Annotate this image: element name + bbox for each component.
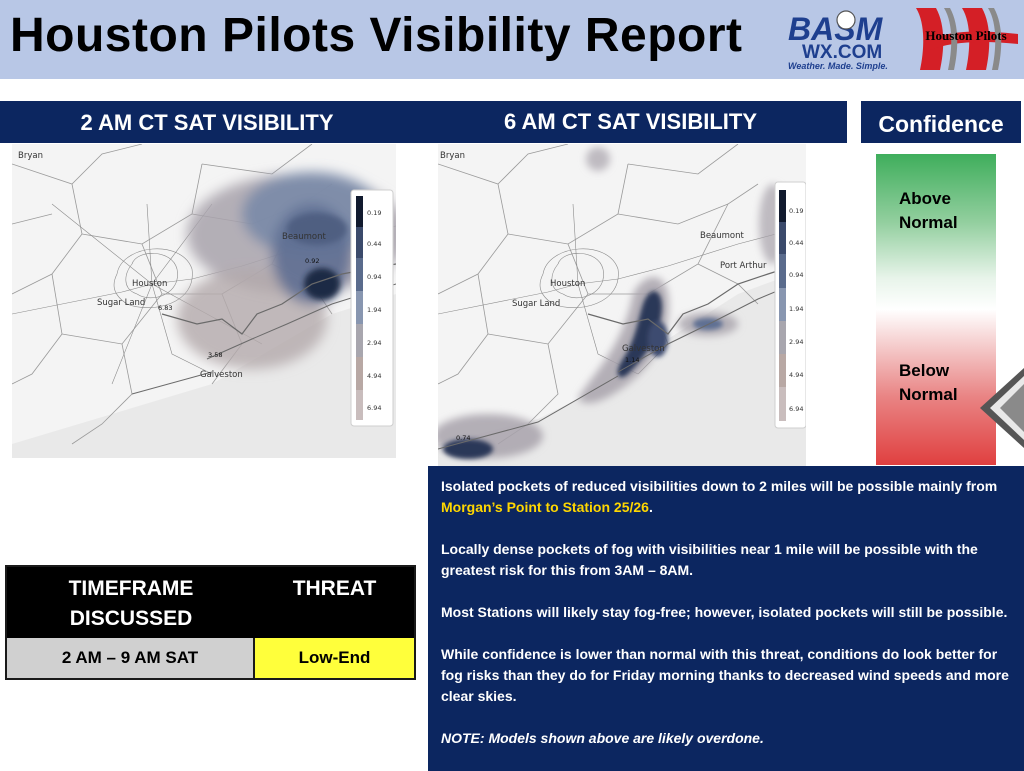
city-label: Bryan: [18, 151, 43, 161]
legend-tick: 4.94: [367, 372, 381, 380]
city-label: Galveston: [622, 344, 665, 354]
visibility-legend-2am: 0.19 0.44 0.94 1.94 2.94 4.94 6.94: [350, 189, 394, 427]
point-value-label: 0.74: [456, 434, 470, 442]
legend-swatch: [356, 258, 363, 291]
city-label: Port Arthur: [720, 261, 767, 271]
model-note: NOTE: Models shown above are likely over…: [441, 730, 764, 746]
city-label: Bryan: [440, 151, 465, 161]
legend-tick: 4.94: [789, 371, 803, 379]
legend-tick: 1.94: [789, 305, 803, 313]
legend-swatch: [356, 227, 363, 258]
legend-tick: 0.44: [789, 239, 803, 247]
confidence-title: Confidence: [861, 101, 1021, 143]
legend-swatch: [779, 190, 786, 222]
point-value-label: 0.92: [305, 257, 319, 265]
city-label: Beaumont: [282, 232, 327, 242]
map-6am-graphic: Bryan Houston Sugar Land Galveston Beaum…: [438, 144, 806, 466]
legend-swatch: [356, 390, 363, 420]
discussion-paragraph: Most Stations will likely stay fog-free;…: [441, 604, 1008, 620]
legend-tick: 0.19: [367, 209, 381, 217]
houston-pilots-logo: Houston Pilots: [916, 8, 1018, 70]
left-map-title: 2 AM CT SAT VISIBILITY: [0, 101, 414, 143]
legend-tick: 6.94: [367, 404, 381, 412]
page-title: Houston Pilots Visibility Report: [10, 9, 743, 62]
houston-pilots-logo-text: Houston Pilots: [925, 28, 1006, 43]
timeframe-header: TIMEFRAME DISCUSSED: [68, 577, 194, 630]
legend-swatch: [779, 321, 786, 354]
legend-tick: 0.19: [789, 207, 803, 215]
visibility-legend-6am: 0.19 0.44 0.94 1.94 2.94 4.94 6.94: [774, 181, 806, 429]
city-label: Galveston: [200, 370, 243, 380]
map-2am-graphic: Bryan Houston Sugar Land Galveston Beaum…: [12, 144, 396, 458]
legend-tick: 2.94: [789, 338, 803, 346]
header-bar: Houston Pilots Visibility Report BASM WX…: [0, 0, 1024, 79]
legend-tick: 0.94: [367, 273, 381, 281]
basm-logo-ball: [836, 10, 856, 30]
timeframe-value: 2 AM – 9 AM SAT: [7, 638, 255, 678]
threat-header: THREAT: [292, 577, 377, 600]
visibility-map-6am: Bryan Houston Sugar Land Galveston Beaum…: [438, 144, 806, 466]
threat-level-badge: Low-End: [255, 638, 414, 678]
legend-swatch: [779, 288, 786, 321]
discussion-paragraph: Locally dense pockets of fog with visibi…: [441, 541, 978, 578]
city-label: Beaumont: [700, 231, 745, 241]
legend-tick: 0.44: [367, 240, 381, 248]
visibility-map-2am: Bryan Houston Sugar Land Galveston Beaum…: [12, 144, 396, 458]
legend-tick: 2.94: [367, 339, 381, 347]
right-map-title: 6 AM CT SAT VISIBILITY: [414, 101, 847, 143]
confidence-above-label: Above Normal: [899, 189, 958, 232]
point-value-label: 6.83: [158, 304, 172, 312]
legend-swatch: [356, 357, 363, 390]
threat-table-header: TIMEFRAME DISCUSSED THREAT: [7, 567, 414, 638]
confidence-below-label: Below Normal: [899, 361, 958, 404]
legend-swatch: [356, 291, 363, 324]
forecast-discussion: Isolated pockets of reduced visibilities…: [428, 466, 1024, 771]
basm-logo-text: BASM: [788, 11, 884, 47]
point-value-label: 3.58: [208, 351, 222, 359]
legend-swatch: [356, 196, 363, 227]
basm-logo-tagline: Weather. Made. Simple.: [788, 61, 888, 71]
basm-logo-sub: WX.COM: [802, 42, 882, 63]
threat-table: TIMEFRAME DISCUSSED THREAT 2 AM – 9 AM S…: [5, 565, 416, 680]
legend-swatch: [779, 387, 786, 421]
discussion-paragraph: Isolated pockets of reduced visibilities…: [441, 478, 998, 515]
confidence-pointer-icon: [980, 368, 1024, 448]
city-label: Sugar Land: [512, 299, 560, 309]
legend-tick: 1.94: [367, 306, 381, 314]
legend-tick: 0.94: [789, 271, 803, 279]
city-label: Sugar Land: [97, 298, 145, 308]
legend-swatch: [779, 254, 786, 288]
legend-swatch: [779, 222, 786, 254]
discussion-paragraph: While confidence is lower than normal wi…: [441, 646, 1009, 704]
point-value-label: 1.14: [625, 356, 639, 364]
highlighted-area: Morgan’s Point to Station 25/26: [441, 499, 649, 515]
basm-wx-logo: BASM WX.COM Weather. Made. Simple.: [788, 10, 888, 71]
city-label: Houston: [550, 279, 585, 289]
legend-tick: 6.94: [789, 405, 803, 413]
confidence-gradient-bar: [876, 154, 996, 465]
legend-swatch: [779, 354, 786, 387]
legend-swatch: [356, 324, 363, 357]
city-label: Houston: [132, 279, 167, 289]
